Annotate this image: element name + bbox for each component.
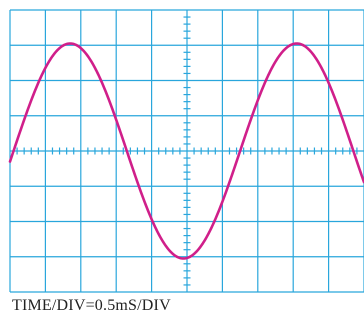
sine-wave-line: [8, 42, 364, 260]
center-axis-ticks: [16, 16, 358, 286]
time-div-label: TIME/DIV=0.5mS/DIV: [12, 297, 171, 314]
waveform-trace: [8, 42, 364, 260]
